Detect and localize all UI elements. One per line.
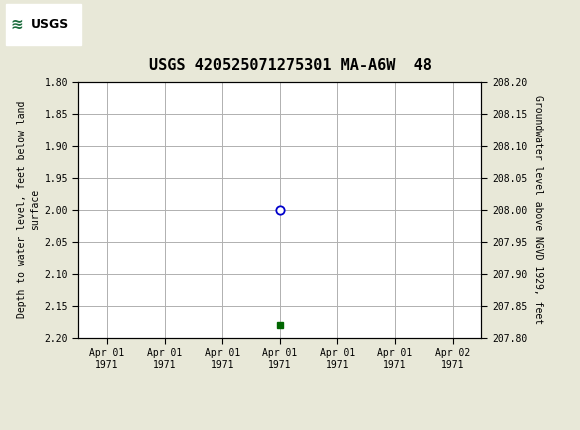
- Text: USGS: USGS: [31, 18, 69, 31]
- Y-axis label: Groundwater level above NGVD 1929, feet: Groundwater level above NGVD 1929, feet: [532, 95, 543, 324]
- Text: ≋: ≋: [10, 17, 23, 32]
- Bar: [6, 4, 81, 46]
- Y-axis label: Depth to water level, feet below land
surface: Depth to water level, feet below land su…: [17, 101, 40, 318]
- Text: USGS 420525071275301 MA-A6W  48: USGS 420525071275301 MA-A6W 48: [148, 58, 432, 73]
